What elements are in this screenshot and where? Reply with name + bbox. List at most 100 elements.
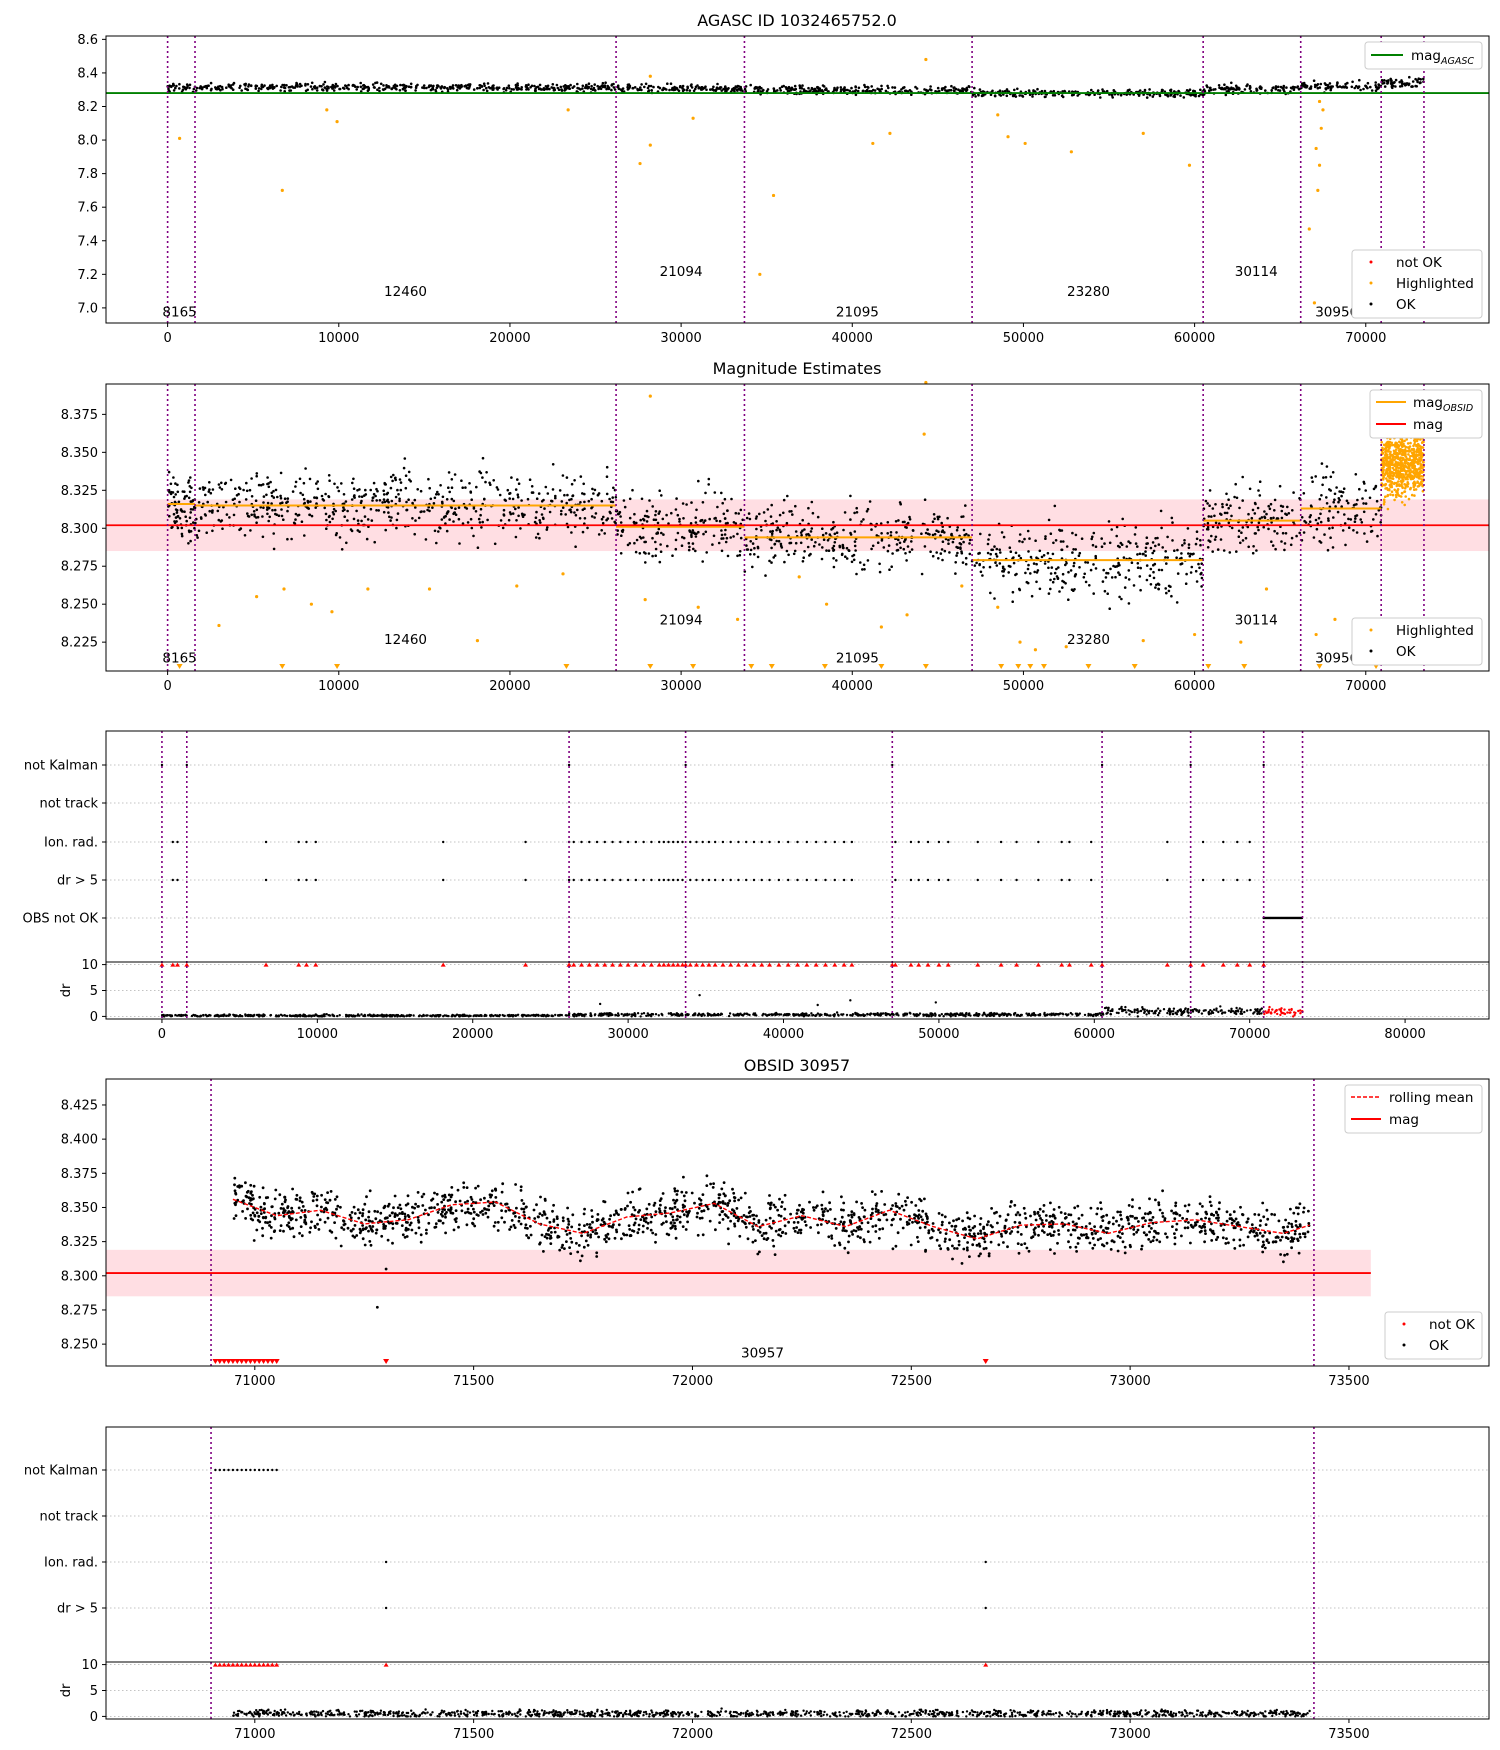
ok-point [675,86,678,90]
ok-point [191,508,195,511]
ok-point [799,541,803,545]
flag-point [1201,878,1205,882]
below-axis-marker [1316,664,1323,669]
flag-point [572,878,575,882]
dr-point [222,1014,226,1017]
highlighted-point [643,598,647,602]
ok-point [977,552,980,555]
y-tick-label: 8.225 [61,636,98,651]
ok-point [982,94,985,97]
dr-point [170,1014,173,1017]
highlighted-point [1414,472,1417,475]
dr-point [289,1014,292,1017]
category-label: OBS not OK [23,912,99,927]
ok-point [183,85,186,89]
ok-point [530,485,534,488]
ok-point [203,486,207,490]
ok-point [1227,506,1230,510]
ok-point [879,522,883,525]
flag-point [737,840,740,844]
ok-point [956,546,960,549]
ok-point [846,88,849,92]
ok-point [1398,85,1402,88]
ok-point [331,517,334,521]
ok-point [1353,520,1357,523]
ok-point [764,574,767,577]
ok-point [1386,81,1389,85]
ok-point [179,508,183,512]
dr-point [511,1014,515,1017]
ok-point [1199,572,1202,576]
ok-point [841,546,845,550]
ok-point [520,512,524,516]
ok-point [614,521,617,525]
ok-point [1292,491,1295,494]
ok-point [811,511,815,515]
ok-point [1417,77,1420,80]
flag-point [626,878,630,882]
ok-point [445,498,449,501]
ok-point [199,85,202,88]
ok-point [324,512,328,516]
ok-point [1011,600,1014,603]
ok-point [375,509,378,512]
ok-point [375,499,379,502]
ok-point [1171,539,1174,542]
ok-point [715,519,718,523]
ok-point [355,88,359,91]
ok-point [948,551,951,554]
ok-point [356,529,360,532]
ok-point [1355,531,1359,534]
ok-point [1018,539,1021,543]
ok-point [923,545,927,548]
ok-point [753,546,756,550]
highlighted-point [1401,451,1405,454]
highlighted-point [217,623,221,628]
ok-point [1000,531,1004,534]
ok-point [1325,496,1328,499]
ok-point [749,548,753,552]
ok-point [537,492,541,495]
ok-point [597,87,600,91]
dr-point [417,1015,421,1018]
ok-point [1236,87,1239,91]
ok-point [396,488,399,492]
ok-point [261,535,265,539]
ok-point [1042,554,1046,557]
ok-point [381,88,385,91]
ok-point [192,87,196,91]
legend-label-mag-obsid: magOBSID [1413,395,1473,414]
ok-point [1374,484,1378,488]
ok-point [1176,548,1179,552]
ok-point [1003,568,1006,571]
ok-point [973,564,977,567]
ok-point [439,484,442,487]
flag-point [701,878,704,882]
highlighted-point [1400,483,1403,486]
flag-point [737,878,740,882]
ok-point [1339,490,1343,494]
ok-point [633,541,636,545]
ok-point [890,565,893,568]
ok-point [1267,504,1270,508]
ok-point [726,554,730,558]
ok-point [1225,492,1228,496]
dr-point [168,1014,172,1017]
ok-point [407,498,410,502]
flag-point [626,840,630,844]
ok-point [220,488,224,491]
ok-point [770,561,773,564]
ok-point [359,81,363,85]
highlighted-point [1394,455,1397,459]
ok-point [373,86,376,89]
ok-point [534,89,537,93]
ok-point [1235,550,1238,553]
ok-point [192,521,195,524]
ok-point [427,477,430,481]
ok-point [903,520,906,524]
ok-point [457,517,461,521]
ok-point [274,512,277,516]
ok-point [510,88,514,91]
ok-point [1263,510,1266,513]
dr-point [284,1014,287,1017]
